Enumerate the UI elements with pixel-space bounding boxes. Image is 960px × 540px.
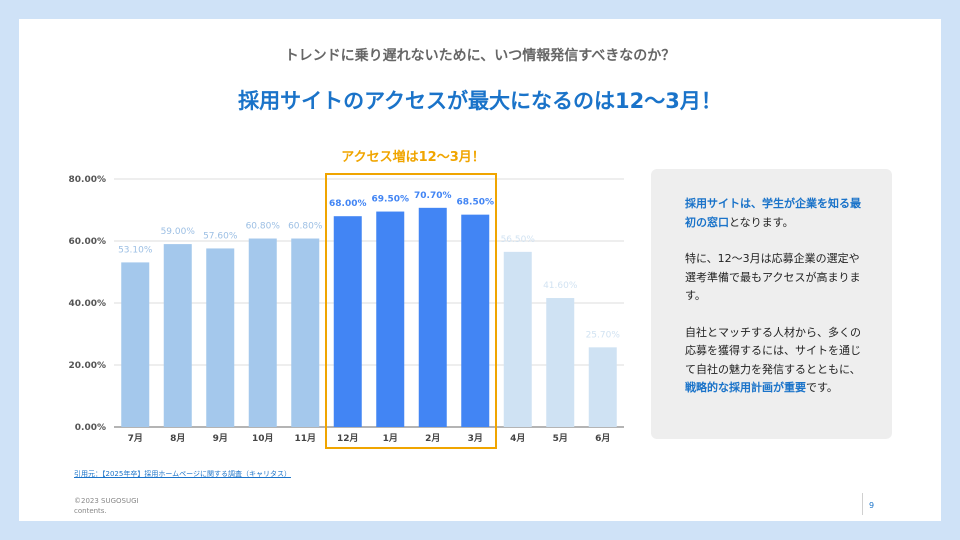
x-tick-label: 11月 <box>294 433 316 444</box>
copyright-line-1: ©2023 SUGOSUGI <box>74 497 139 505</box>
x-tick-label: 7月 <box>128 433 143 444</box>
info-panel: 採用サイトは、学生が企業を知る最初の窓口となります。 特に、12〜3月は応募企業… <box>651 169 892 439</box>
highlight-label: アクセス増は12〜3月！ <box>341 150 485 165</box>
x-tick-label: 3月 <box>468 433 483 444</box>
bar <box>333 216 362 427</box>
data-label: 69.50% <box>372 195 410 205</box>
slide-subtitle: トレンドに乗り遅れないために、いつ情報発信すべきなのか？ <box>284 48 676 64</box>
x-tick-label: 1月 <box>383 433 398 444</box>
bar <box>376 211 405 427</box>
copyright-line-2: contents. <box>74 507 107 515</box>
x-tick-label: 12月 <box>337 433 359 444</box>
bar <box>546 298 575 427</box>
panel-text-3a: 自社とマッチする人材から、多くの応募を獲得するには、サイトを通じて自社の魅力を発… <box>685 325 861 376</box>
x-tick-label: 10月 <box>252 433 274 444</box>
panel-text-1: となります。 <box>729 215 794 229</box>
x-tick-label: 6月 <box>595 433 610 444</box>
bar <box>291 238 320 427</box>
panel-paragraph-3: 自社とマッチする人材から、多くの応募を獲得するには、サイトを通じて自社の魅力を発… <box>685 324 870 398</box>
bar <box>503 251 532 427</box>
panel-highlight-3: 戦略的な採用計画が重要 <box>685 381 806 394</box>
bar <box>461 214 490 427</box>
y-tick-label: 20.00% <box>69 361 107 371</box>
bar-chart: 0.00% 20.00% 40.00% 60.00% 80.00% 53.10% 7月 59.… <box>69 175 624 444</box>
y-tick-label: 60.00% <box>69 237 107 247</box>
y-tick-label: 40.00% <box>69 299 107 309</box>
citation-link[interactable]: 引用元：【2025年卒】採用ホームページに関する調査（キャリタス） <box>74 470 291 478</box>
bar <box>248 238 277 427</box>
x-tick-label: 5月 <box>553 433 568 444</box>
bar <box>206 248 235 427</box>
bar <box>163 244 192 427</box>
data-label: 60.80% <box>288 222 323 232</box>
page-number: 9 <box>869 501 875 510</box>
panel-paragraph-1: 採用サイトは、学生が企業を知る最初の窓口となります。 <box>685 195 870 232</box>
data-label: 25.70% <box>586 330 621 340</box>
data-label: 70.70% <box>414 191 452 201</box>
y-tick-label: 80.00% <box>69 175 107 185</box>
data-label: 41.60% <box>543 281 578 291</box>
slide: トレンドに乗り遅れないために、いつ情報発信すべきなのか？ 採用サイトのアクセスが… <box>19 19 941 521</box>
data-label: 68.50% <box>457 198 495 208</box>
x-tick-label: 2月 <box>425 433 440 444</box>
bar <box>588 347 617 427</box>
data-label: 57.60% <box>203 231 238 241</box>
y-tick-label: 0.00% <box>75 423 106 433</box>
slide-title: 採用サイトのアクセスが最大になるのは12〜3月！ <box>238 89 722 113</box>
highlight-box <box>325 173 497 449</box>
page-separator <box>862 493 863 515</box>
data-label: 56.50% <box>501 235 536 245</box>
data-label: 68.00% <box>329 199 367 209</box>
bar <box>418 207 447 427</box>
copyright: ©2023 SUGOSUGI contents. <box>74 496 139 516</box>
x-tick-label: 4月 <box>510 433 525 444</box>
x-tick-label: 9月 <box>213 433 228 444</box>
data-label: 60.80% <box>246 222 281 232</box>
bar <box>121 262 150 427</box>
data-label: 59.00% <box>161 227 196 237</box>
x-tick-label: 8月 <box>170 433 185 444</box>
panel-paragraph-2: 特に、12〜3月は応募企業の選定や選考準備で最もアクセスが高まります。 <box>685 252 861 302</box>
panel-text-3b: です。 <box>806 381 838 394</box>
data-label: 53.10% <box>118 245 153 255</box>
panel-highlight-1: 採用サイトは、学生が企業を知る最初の窓口 <box>685 197 861 229</box>
